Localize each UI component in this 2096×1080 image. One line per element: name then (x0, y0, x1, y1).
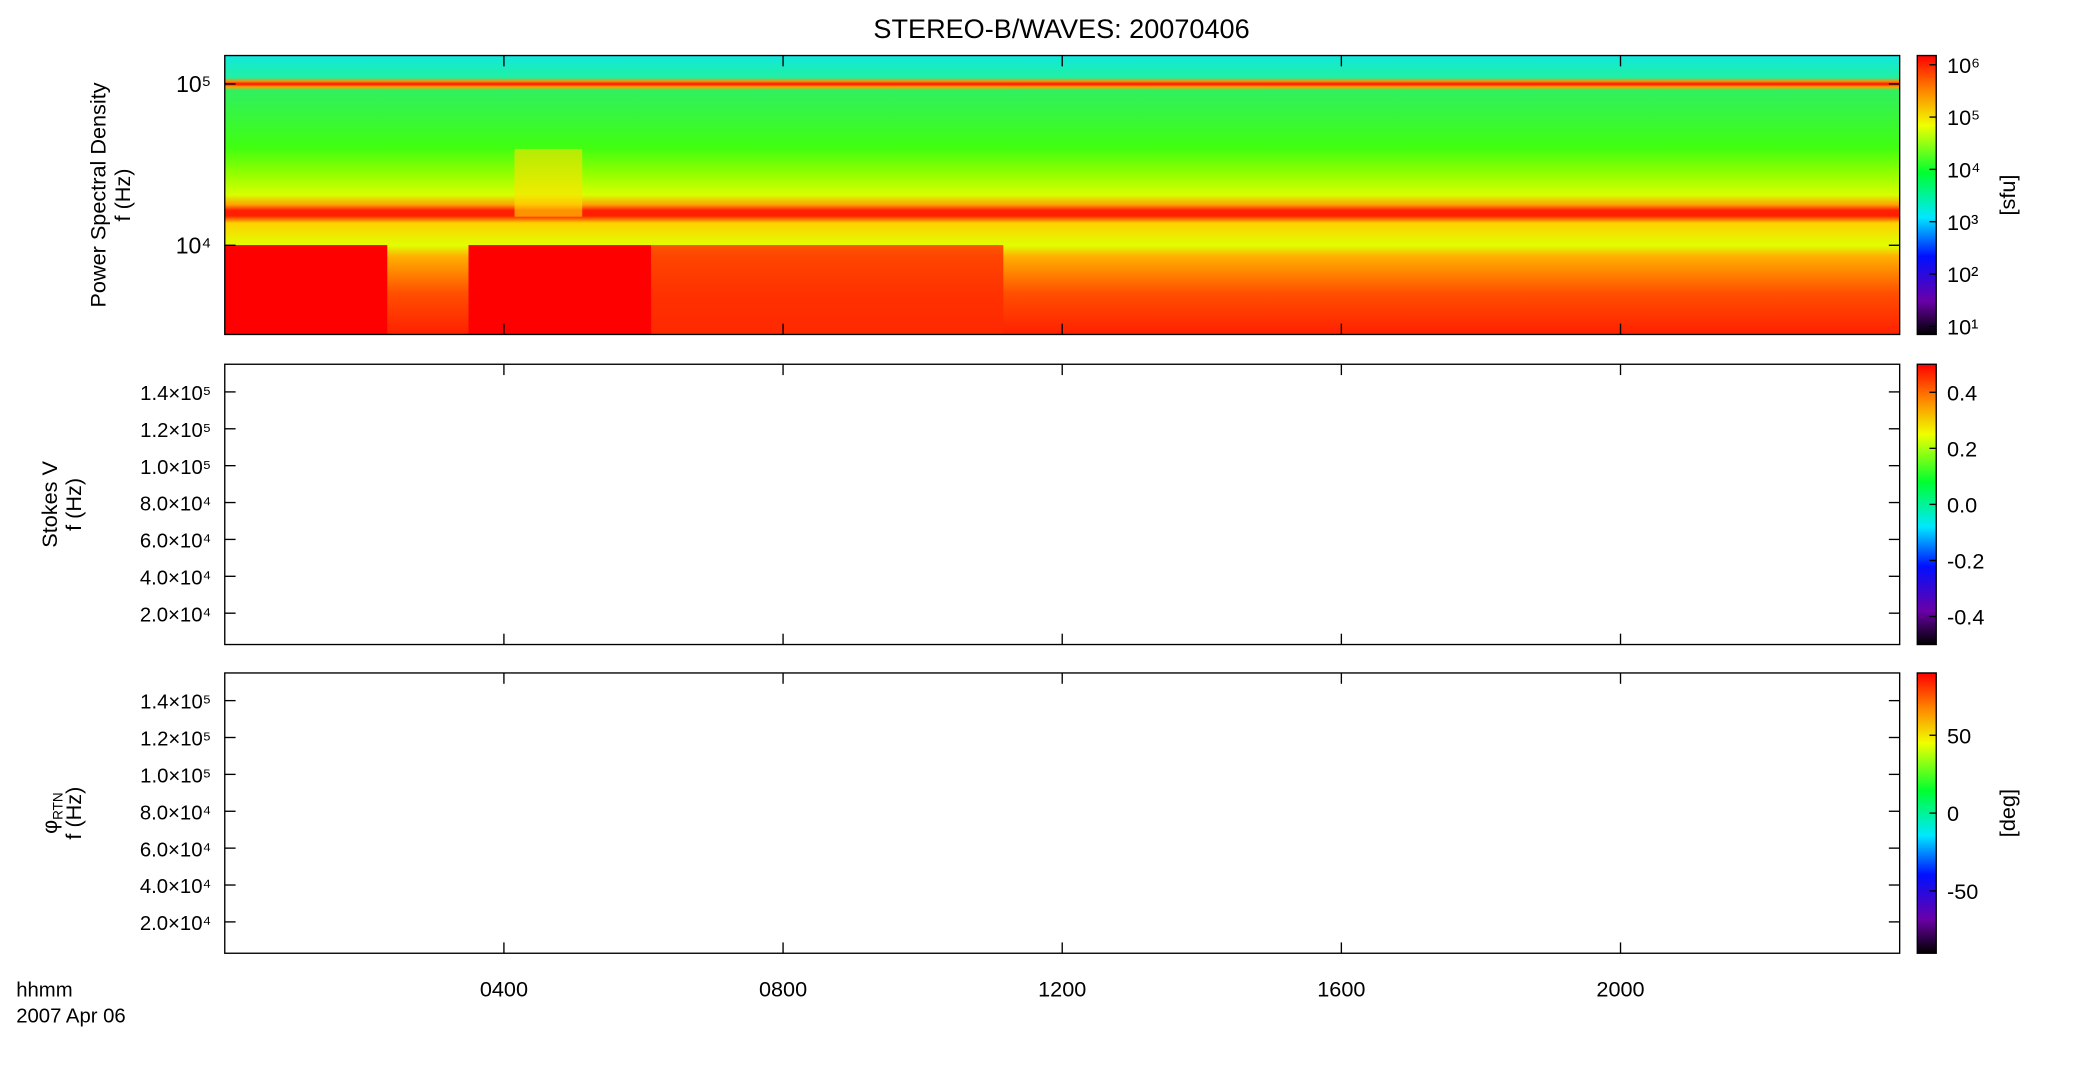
colorbar-label: [sfu] (1995, 175, 2020, 216)
colorbar-tick-label: 10⁶ (1947, 53, 1980, 78)
x-tick-label: 1600 (1317, 977, 1365, 1002)
colorbar-label: [deg] (1995, 789, 2020, 837)
colorbar-tick-label: 0.2 (1947, 436, 1977, 461)
spectrogram-region (514, 148, 583, 217)
colorbar-tick-label: 0 (1947, 801, 1959, 826)
y-axis-subscript: RTN (50, 792, 65, 820)
y-tick-label: 1.4×10⁵ (140, 383, 211, 405)
spectrogram-region (468, 245, 652, 335)
y-axis-label: f (Hz) (61, 478, 86, 531)
colorbar-tick-label: 10⁵ (1947, 105, 1980, 130)
y-tick-label: 2.0×10⁴ (140, 604, 211, 626)
y-tick-label: 10⁵ (176, 71, 211, 97)
y-tick-label: 6.0×10⁴ (140, 531, 211, 553)
y-tick-label: 1.0×10⁵ (140, 457, 211, 479)
y-tick-label: 1.2×10⁵ (140, 729, 211, 751)
y-axis-label: φRTN (37, 792, 65, 834)
y-tick-label: 4.0×10⁴ (140, 567, 211, 589)
colorbar-tick-label: -0.2 (1947, 549, 1984, 574)
y-tick-label: 1.4×10⁵ (140, 692, 211, 714)
colorbar-tick-label: 10³ (1947, 210, 1978, 235)
chart-title: STEREO-B/WAVES: 20070406 (873, 13, 1249, 44)
y-axis-label: f (Hz) (61, 787, 86, 840)
y-tick-label: 8.0×10⁴ (140, 494, 211, 516)
y-tick-label: 6.0×10⁴ (140, 839, 211, 861)
plot-frame (224, 363, 1901, 646)
spectrogram-image (224, 55, 1900, 335)
y-tick-label: 10⁴ (176, 232, 211, 258)
spectrogram-region (224, 245, 388, 335)
x-tick-label: 0800 (759, 977, 807, 1002)
y-tick-label: 2.0×10⁴ (140, 913, 211, 935)
x-tick-label: 0400 (480, 977, 528, 1002)
y-axis-label: Stokes V (37, 461, 62, 548)
colorbar (1916, 54, 1937, 336)
colorbar-tick-label: 10² (1947, 262, 1978, 287)
y-axis-label: f (Hz) (110, 169, 135, 222)
plot-frame (224, 672, 1901, 954)
x-axis-label: hhmm (16, 980, 72, 1002)
date-label: 2007 Apr 06 (16, 1005, 125, 1027)
colorbar-tick-label: 10¹ (1947, 314, 1978, 339)
y-tick-label: 1.0×10⁵ (140, 766, 211, 788)
spectrogram-region (651, 245, 1004, 335)
colorbar-tick-label: 0.4 (1947, 380, 1977, 405)
colorbar-tick-label: -0.4 (1947, 605, 1984, 630)
y-tick-label: 4.0×10⁴ (140, 876, 211, 898)
y-axis-symbol: φ (37, 820, 62, 834)
colorbar-tick-label: 50 (1947, 723, 1971, 748)
colorbar-tick-label: 10⁴ (1947, 158, 1980, 183)
x-tick-label: 2000 (1596, 977, 1644, 1002)
y-tick-label: 8.0×10⁴ (140, 802, 211, 824)
colorbar-tick-label: 0.0 (1947, 493, 1977, 518)
y-axis-label: Power Spectral Density (86, 82, 111, 307)
y-tick-label: 1.2×10⁵ (140, 420, 211, 442)
colorbar-tick-label: -50 (1947, 879, 1978, 904)
x-tick-label: 1200 (1038, 977, 1086, 1002)
